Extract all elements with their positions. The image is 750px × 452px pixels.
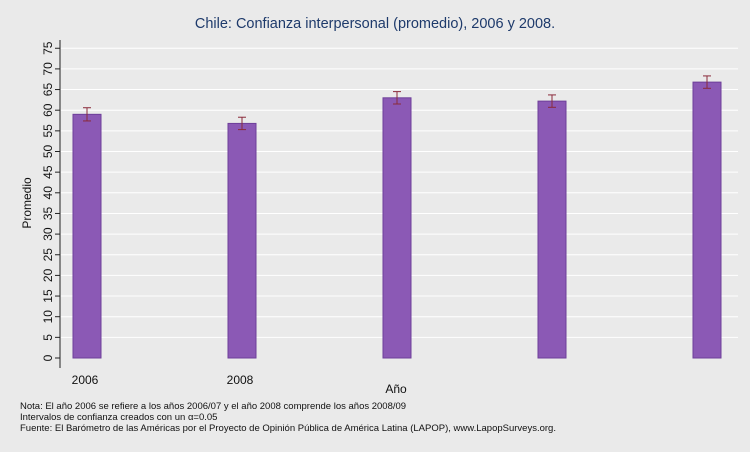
y-tick-label: 10 [41, 310, 55, 324]
x-axis-ticks: 2006 2008 [72, 373, 254, 387]
chart-title: Chile: Confianza interpersonal (promedio… [194, 16, 556, 32]
y-tick-label: 25 [41, 248, 55, 262]
x-axis-label: Año [385, 382, 407, 396]
y-tick-label: 60 [41, 103, 55, 117]
y-tick-label: 0 [41, 354, 55, 361]
y-tick-label: 30 [41, 227, 55, 241]
note-line-2: Intervalos de confianza creados con un α… [20, 412, 218, 423]
y-tick-label: 65 [41, 83, 55, 97]
y-tick-label: 35 [41, 206, 55, 220]
y-tick-label: 50 [41, 145, 55, 159]
bars [72, 81, 722, 359]
y-tick-label: 20 [41, 268, 55, 282]
x-tick-label: 2008 [227, 373, 254, 387]
note-line-1: Nota: El año 2006 se refiere a los años … [20, 401, 407, 412]
bar [227, 122, 257, 359]
bar [382, 97, 412, 359]
y-axis-label: Promedio [20, 177, 34, 229]
y-tick-label: 55 [41, 124, 55, 138]
y-tick-label: 5 [41, 334, 55, 341]
y-tick-label: 70 [41, 62, 55, 76]
y-axis: 0 5 10 15 20 25 30 35 40 45 50 55 60 65 70 75 [41, 40, 61, 368]
bar [72, 113, 102, 359]
y-tick-label: 15 [41, 289, 55, 303]
x-tick-label: 2006 [72, 373, 99, 387]
error-bars [83, 75, 711, 131]
bar [692, 81, 722, 359]
source-line: Fuente: El Barómetro de las Américas por… [20, 423, 556, 434]
bar [537, 100, 567, 359]
y-tick-label: 75 [41, 41, 55, 55]
y-tick-label: 40 [41, 186, 55, 200]
y-tick-label: 45 [41, 165, 55, 179]
